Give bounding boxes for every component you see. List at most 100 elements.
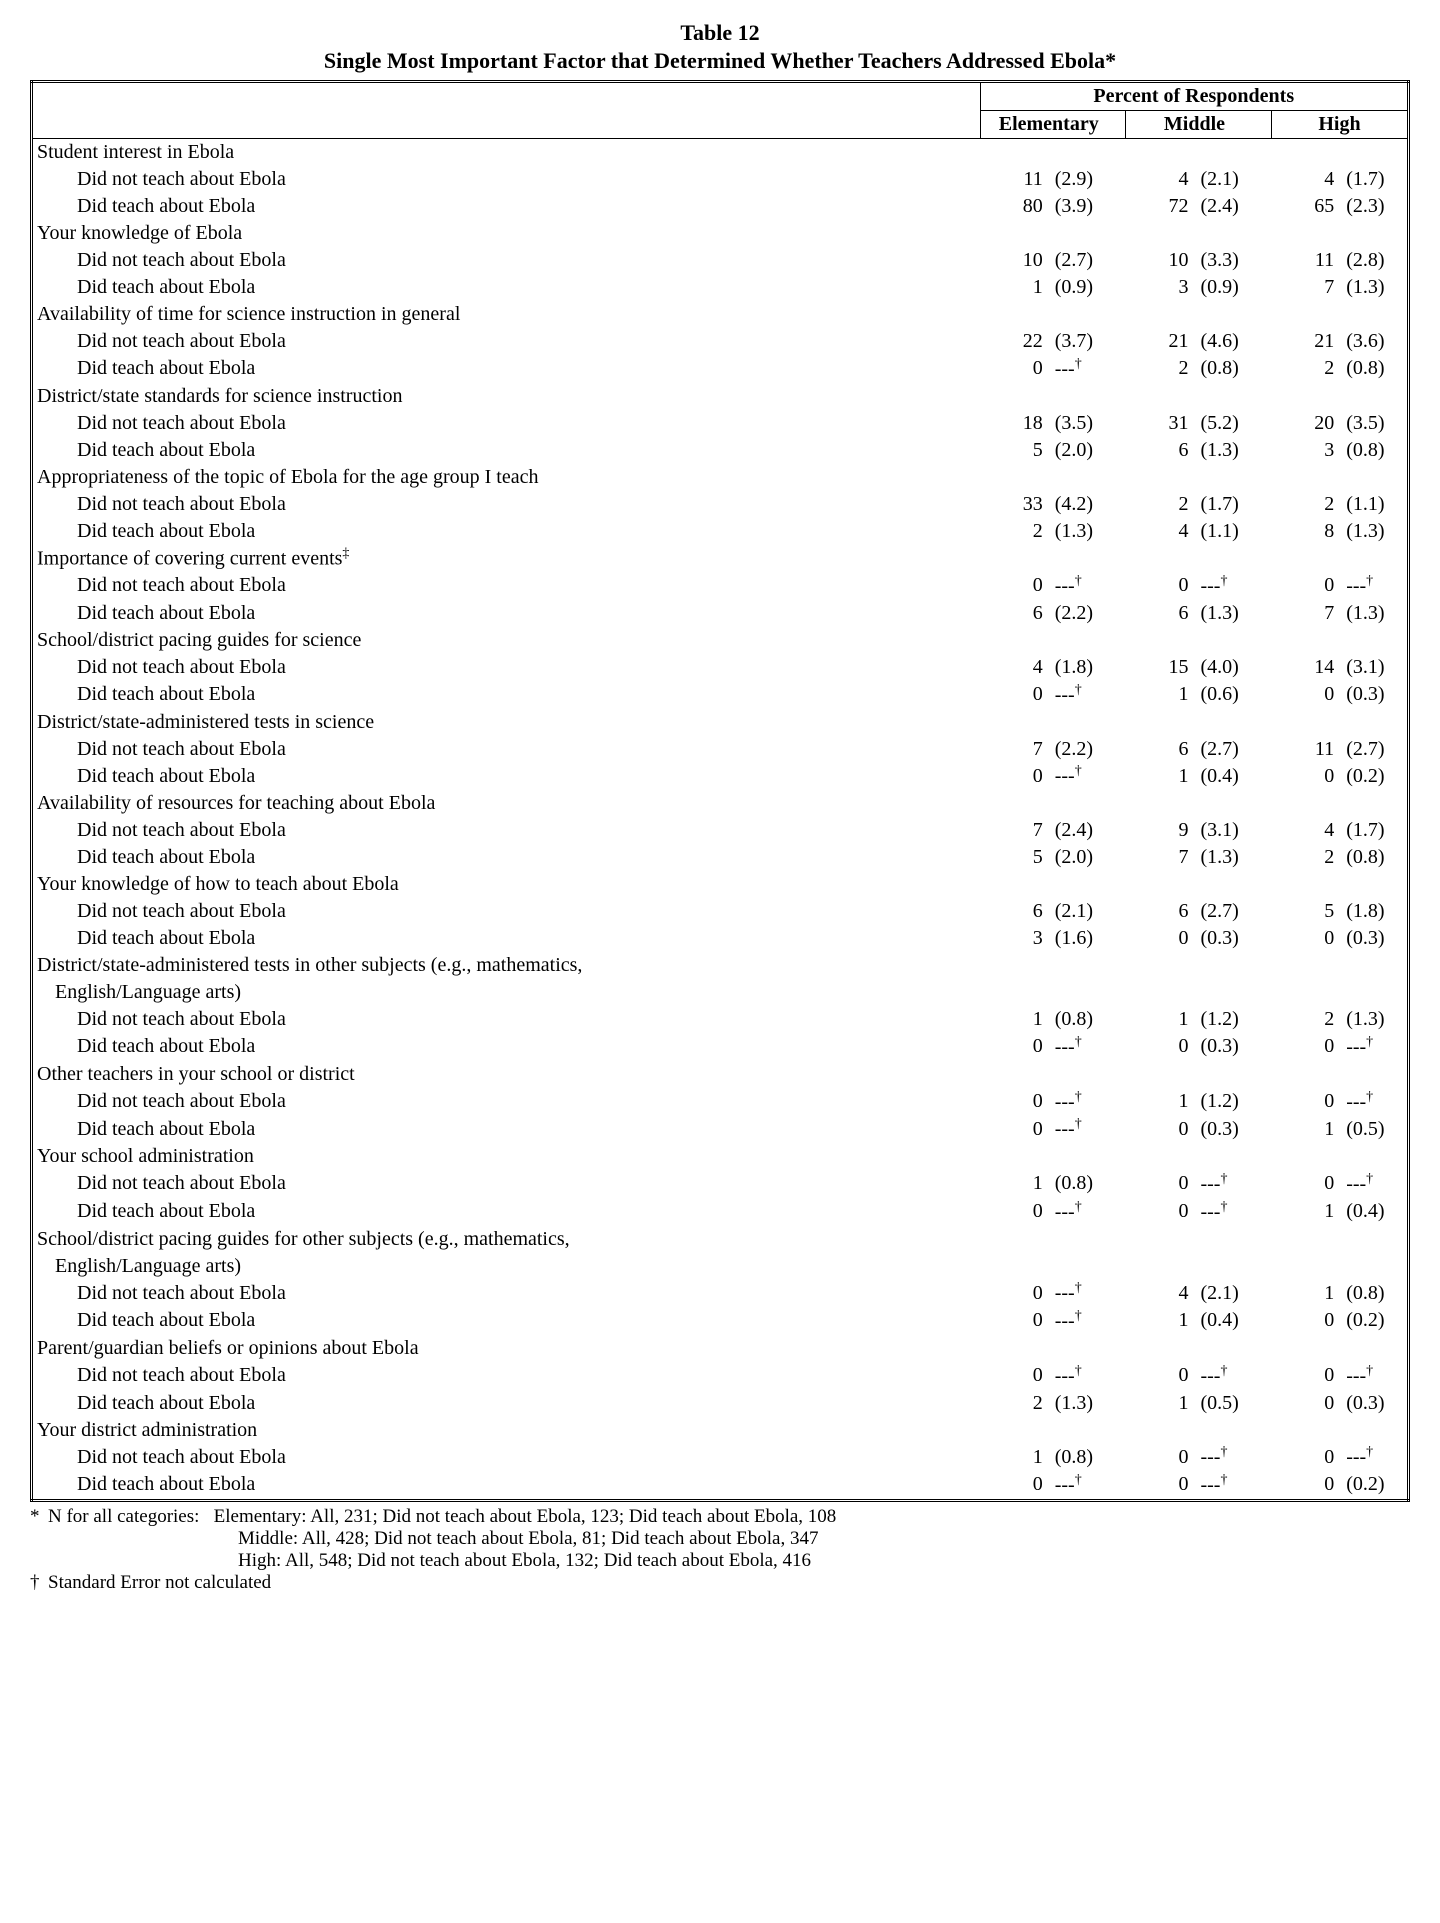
didnot-label: Did not teach about Ebola [32, 328, 981, 355]
table-cell: ---† [1047, 1198, 1117, 1226]
table-cell: 5 [980, 437, 1047, 464]
table-cell: (1.3) [1192, 600, 1262, 627]
table-cell: 0 [1126, 572, 1193, 600]
table-cell: 2 [980, 518, 1047, 545]
table-cell: 0 [980, 1307, 1047, 1335]
table-cell: (0.8) [1338, 844, 1408, 871]
table-cell: 5 [1271, 898, 1338, 925]
table-cell: (0.3) [1338, 1390, 1408, 1417]
factor-label: Importance of covering current events‡ [32, 545, 981, 573]
did-label: Did teach about Ebola [32, 1198, 981, 1226]
table-cell: (0.9) [1192, 274, 1262, 301]
table-cell: (0.2) [1338, 763, 1408, 791]
header-super: Percent of Respondents [980, 82, 1409, 111]
table-cell: ---† [1338, 1088, 1408, 1116]
table-cell: (1.3) [1192, 437, 1262, 464]
did-label: Did teach about Ebola [32, 1033, 981, 1061]
factor-label: Parent/guardian beliefs or opinions abou… [32, 1335, 981, 1362]
table-cell: ---† [1338, 572, 1408, 600]
table-cell: 0 [1271, 681, 1338, 709]
table-cell: ---† [1338, 1362, 1408, 1390]
didnot-label: Did not teach about Ebola [32, 1280, 981, 1308]
table-cell: 33 [980, 491, 1047, 518]
table-cell: 31 [1126, 410, 1193, 437]
table-cell: (0.3) [1338, 681, 1408, 709]
table-cell: (0.8) [1192, 355, 1262, 383]
table-cell: (0.2) [1338, 1471, 1408, 1500]
table-cell: 4 [1126, 166, 1193, 193]
factor-label: Your knowledge of how to teach about Ebo… [32, 871, 981, 898]
table-cell: (1.1) [1338, 491, 1408, 518]
table-cell: 72 [1126, 193, 1193, 220]
col-header-high: High [1271, 111, 1408, 139]
table-cell: (3.6) [1338, 328, 1408, 355]
table-cell: 11 [1271, 736, 1338, 763]
table-cell: (1.3) [1047, 518, 1117, 545]
table-cell: (0.2) [1338, 1307, 1408, 1335]
table-cell: (0.8) [1047, 1006, 1117, 1033]
table-cell: 6 [1126, 898, 1193, 925]
table-cell: 1 [980, 1006, 1047, 1033]
table-cell: 2 [1271, 355, 1338, 383]
footnotes: * N for all categories: Elementary: All,… [30, 1506, 1410, 1594]
did-label: Did teach about Ebola [32, 681, 981, 709]
table-cell: 4 [1126, 518, 1193, 545]
didnot-label: Did not teach about Ebola [32, 1170, 981, 1198]
table-cell: (1.7) [1338, 166, 1408, 193]
table-cell: (2.7) [1192, 736, 1262, 763]
did-label: Did teach about Ebola [32, 844, 981, 871]
table-cell: 1 [1271, 1116, 1338, 1144]
table-cell: ---† [1047, 1280, 1117, 1308]
table-cell: ---† [1338, 1444, 1408, 1472]
table-cell: 7 [980, 817, 1047, 844]
table-cell: (4.6) [1192, 328, 1262, 355]
table-cell: 0 [1126, 1170, 1193, 1198]
table-title: Single Most Important Factor that Determ… [30, 48, 1410, 74]
did-label: Did teach about Ebola [32, 1471, 981, 1500]
table-cell: 0 [1126, 1116, 1193, 1144]
table-cell: 6 [980, 898, 1047, 925]
table-cell: (2.0) [1047, 437, 1117, 464]
table-cell: (1.7) [1192, 491, 1262, 518]
table-cell: 4 [1271, 166, 1338, 193]
table-cell: (3.9) [1047, 193, 1117, 220]
didnot-label: Did not teach about Ebola [32, 247, 981, 274]
table-cell: (0.8) [1338, 1280, 1408, 1308]
table-cell: ---† [1338, 1170, 1408, 1198]
table-cell: (4.2) [1047, 491, 1117, 518]
table-cell: 0 [980, 1471, 1047, 1500]
table-cell: (0.9) [1047, 274, 1117, 301]
didnot-label: Did not teach about Ebola [32, 410, 981, 437]
table-cell: 0 [1271, 1033, 1338, 1061]
table-cell: (0.4) [1192, 763, 1262, 791]
table-cell: 0 [1126, 1362, 1193, 1390]
table-cell: (2.3) [1338, 193, 1408, 220]
table-cell: 2 [980, 1390, 1047, 1417]
table-cell: (1.3) [1338, 1006, 1408, 1033]
table-cell: ---† [1047, 1471, 1117, 1500]
table-cell: 8 [1271, 518, 1338, 545]
table-cell: 4 [1271, 817, 1338, 844]
didnot-label: Did not teach about Ebola [32, 736, 981, 763]
table-cell: 0 [980, 681, 1047, 709]
table-cell: (3.1) [1192, 817, 1262, 844]
table-cell: 6 [1126, 736, 1193, 763]
table-cell: 1 [980, 1444, 1047, 1472]
factor-label: Your knowledge of Ebola [32, 220, 981, 247]
did-label: Did teach about Ebola [32, 274, 981, 301]
table-cell: (3.7) [1047, 328, 1117, 355]
table-cell: (0.8) [1338, 355, 1408, 383]
table-cell: 4 [980, 654, 1047, 681]
did-label: Did teach about Ebola [32, 763, 981, 791]
factor-label: District/state-administered tests in oth… [32, 952, 981, 979]
didnot-label: Did not teach about Ebola [32, 1362, 981, 1390]
table-cell: 0 [1271, 1390, 1338, 1417]
didnot-label: Did not teach about Ebola [32, 491, 981, 518]
table-cell: 0 [1271, 1088, 1338, 1116]
table-cell: (0.3) [1192, 1033, 1262, 1061]
footnote-star-line-1: Elementary: All, 231; Did not teach abou… [214, 1506, 837, 1527]
table-cell: 18 [980, 410, 1047, 437]
table-cell: 0 [1126, 1471, 1193, 1500]
table-cell: 7 [980, 736, 1047, 763]
didnot-label: Did not teach about Ebola [32, 166, 981, 193]
